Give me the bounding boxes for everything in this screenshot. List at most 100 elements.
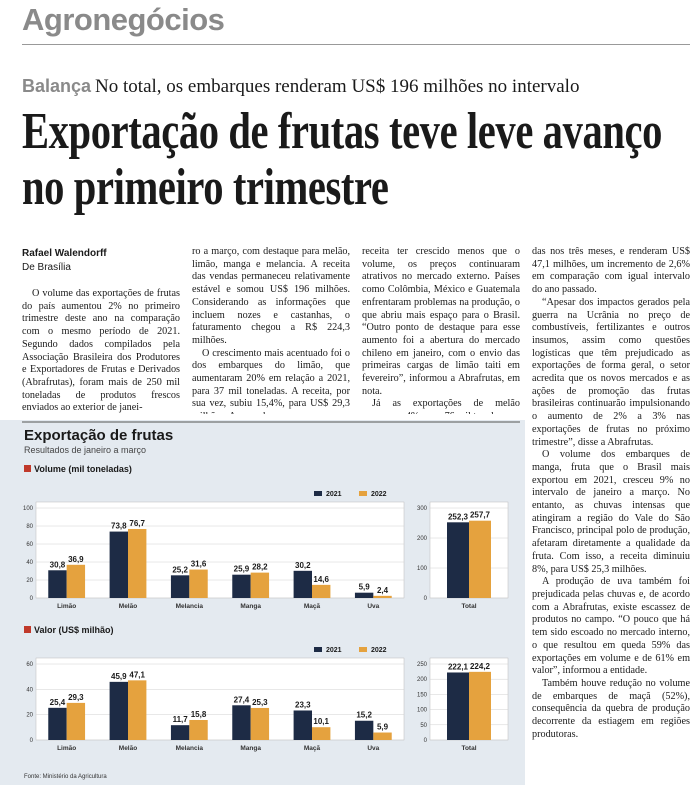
y-tick-label: 0 xyxy=(30,596,34,602)
value-label: 224,2 xyxy=(470,662,491,671)
y-tick-label: 40 xyxy=(26,560,33,566)
bar xyxy=(48,707,67,740)
bar xyxy=(109,681,128,740)
value-label: 31,6 xyxy=(191,560,207,569)
bar xyxy=(189,719,208,740)
value-label: 15,2 xyxy=(356,711,372,720)
section-title: Agronegócios xyxy=(22,2,225,37)
paragraph: O volume das exportações de frutas do pa… xyxy=(22,288,180,414)
bar xyxy=(48,570,67,598)
headline: Exportação de frutas teve leve avanço no… xyxy=(22,103,663,216)
bar xyxy=(250,707,270,740)
bar xyxy=(373,595,392,598)
y-tick-label: 0 xyxy=(424,596,428,602)
bar xyxy=(170,725,190,740)
paragraph: das nos três meses, e renderam US$ 47,1 … xyxy=(532,246,690,296)
paragraph: O crescimento mais acentuado foi o dos e… xyxy=(192,347,350,414)
byline-location: De Brasília xyxy=(22,262,71,273)
x-tick-label: Maçã xyxy=(304,603,321,610)
y-tick-label: 0 xyxy=(424,738,428,744)
graphic-source: Fonte: Ministério da Agricultura xyxy=(24,774,107,780)
value-label: 47,1 xyxy=(129,670,145,679)
bar xyxy=(189,569,208,598)
panel-marker xyxy=(24,465,31,472)
y-tick-label: 250 xyxy=(417,662,428,668)
paragraph: O volume dos embarques de manga, fruta q… xyxy=(532,449,690,575)
value-label: 25,3 xyxy=(252,698,268,707)
graphic-title: Exportação de frutas xyxy=(24,427,173,444)
value-label: 25,4 xyxy=(50,698,66,707)
value-label: 25,9 xyxy=(234,565,250,574)
bar xyxy=(312,727,331,740)
value-label: 222,1 xyxy=(448,662,469,671)
y-tick-label: 200 xyxy=(417,677,428,683)
text-column: ro a março, com destaque para melão, lim… xyxy=(192,246,350,414)
bar xyxy=(128,528,147,598)
y-tick-label: 50 xyxy=(420,723,427,729)
value-label: 5,9 xyxy=(359,583,371,592)
value-label: 14,6 xyxy=(313,575,329,584)
x-tick-label: Melão xyxy=(119,745,137,752)
x-tick-label: Maçã xyxy=(304,745,321,752)
bar xyxy=(312,584,331,598)
bar xyxy=(66,702,86,740)
y-tick-label: 20 xyxy=(26,578,33,584)
bar xyxy=(293,710,312,740)
y-tick-label: 300 xyxy=(417,506,428,512)
value-label: 76,7 xyxy=(129,519,145,528)
y-tick-label: 40 xyxy=(26,687,33,693)
bar xyxy=(232,574,251,598)
x-tick-label: Melancia xyxy=(176,603,204,610)
x-tick-label: Uva xyxy=(367,745,379,752)
legend-swatch xyxy=(314,647,322,652)
y-tick-label: 100 xyxy=(417,566,428,572)
legend-swatch xyxy=(359,647,367,652)
paragraph: Já as exportações de melão cresceram 4%,… xyxy=(362,398,520,414)
bar xyxy=(469,671,491,740)
bar xyxy=(250,572,270,598)
chart-graphic: Exportação de frutas Resultados de janei… xyxy=(0,420,525,785)
bar xyxy=(447,672,469,740)
bar xyxy=(170,575,190,598)
x-tick-label: Melão xyxy=(119,603,137,610)
y-tick-label: 200 xyxy=(417,536,428,542)
value-label: 252,3 xyxy=(448,512,469,521)
deck: No total, os embarques renderam US$ 196 … xyxy=(95,76,580,97)
y-tick-label: 60 xyxy=(26,542,33,548)
legend-swatch xyxy=(359,491,367,496)
bar xyxy=(469,520,491,598)
value-label: 5,9 xyxy=(377,723,389,732)
plot-background xyxy=(35,657,405,741)
panel-marker xyxy=(24,626,31,633)
bar xyxy=(447,522,469,598)
text-column: O volume das exportações de frutas do pa… xyxy=(22,288,180,414)
value-label: 28,2 xyxy=(252,563,268,572)
bar xyxy=(373,732,392,740)
value-label: 23,3 xyxy=(295,700,311,709)
y-tick-label: 100 xyxy=(23,506,34,512)
section-rule xyxy=(22,44,690,45)
value-label: 30,8 xyxy=(50,560,66,569)
paragraph: A produção de uva também foi prejudicada… xyxy=(532,576,690,677)
kicker: Balança xyxy=(22,76,92,96)
plot-background xyxy=(35,501,405,599)
value-label: 25,2 xyxy=(172,565,188,574)
value-label: 30,2 xyxy=(295,561,311,570)
y-tick-label: 0 xyxy=(30,738,34,744)
bar xyxy=(354,720,374,740)
x-tick-label: Melancia xyxy=(176,745,204,752)
panel-title: Valor (US$ milhão) xyxy=(34,625,114,635)
paragraph: Também houve redução no volume de embarq… xyxy=(532,677,690,740)
bar xyxy=(128,680,147,740)
y-tick-label: 100 xyxy=(417,708,428,714)
bar xyxy=(293,570,312,598)
paragraph: receita ter crescido menos que o volume,… xyxy=(362,246,520,397)
value-label: 45,9 xyxy=(111,672,127,681)
legend-label: 2021 xyxy=(326,491,342,498)
x-tick-label: Manga xyxy=(240,603,261,610)
y-tick-label: 60 xyxy=(26,662,33,668)
text-column: receita ter crescido menos que o volume,… xyxy=(362,246,520,414)
x-tick-label: Limão xyxy=(57,603,76,610)
x-tick-label: Total xyxy=(461,745,476,752)
